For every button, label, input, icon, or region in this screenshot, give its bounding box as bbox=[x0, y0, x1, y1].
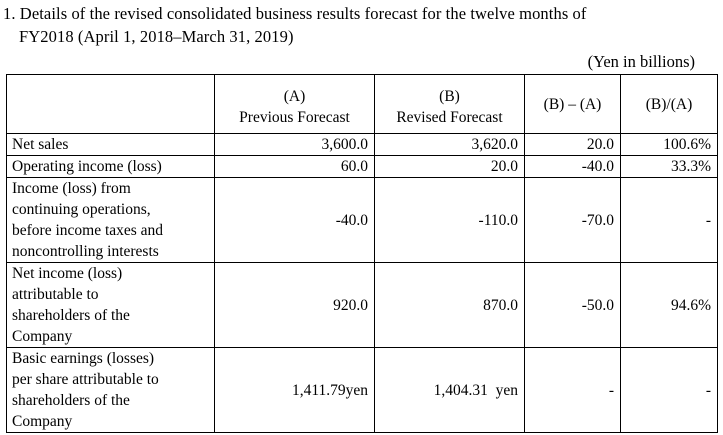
row-label-line: Basic earnings (losses) bbox=[12, 350, 155, 367]
header-blank-cell bbox=[6, 74, 215, 134]
row-label-line: per share attributable to bbox=[12, 371, 159, 388]
cell-previous-forecast: 920.0 bbox=[214, 262, 375, 348]
unit-note: (Yen in billions) bbox=[587, 52, 695, 71]
heading-line-2: FY2018 (April 1, 2018–March 31, 2019) bbox=[19, 27, 294, 46]
cell-previous-forecast: 60.0 bbox=[214, 155, 375, 178]
header-col-a-label: Previous Forecast bbox=[239, 109, 350, 126]
table-row-operating-income: Operating income (loss) 60.0 20.0 -40.0 … bbox=[6, 155, 718, 178]
table-row-income-before-taxes: Income (loss) from continuing operations… bbox=[6, 177, 718, 263]
cell-difference: -40.0 bbox=[524, 155, 621, 178]
row-label: Basic earnings (losses) per share attrib… bbox=[6, 347, 215, 433]
row-label-line: Net income (loss) bbox=[12, 265, 123, 282]
row-label-line: noncontrolling interests bbox=[12, 243, 159, 260]
header-previous-forecast: (A) Previous Forecast bbox=[214, 74, 375, 134]
cell-previous-forecast: 3,600.0 bbox=[214, 133, 375, 156]
cell-difference: 20.0 bbox=[524, 133, 621, 156]
row-label-line: Operating income (loss) bbox=[12, 158, 162, 175]
cell-difference: - bbox=[524, 347, 621, 433]
table-row-net-sales: Net sales 3,600.0 3,620.0 20.0 100.6% bbox=[6, 133, 718, 156]
cell-ratio: 94.6% bbox=[620, 262, 718, 348]
cell-revised-forecast: 3,620.0 bbox=[374, 133, 525, 156]
row-label-line: Net sales bbox=[12, 136, 69, 153]
row-label-line: shareholders of the bbox=[12, 307, 130, 324]
cell-difference: -50.0 bbox=[524, 262, 621, 348]
row-label: Income (loss) from continuing operations… bbox=[6, 177, 215, 263]
header-col-b-code: (B) bbox=[439, 88, 460, 105]
cell-revised-forecast: 870.0 bbox=[374, 262, 525, 348]
cell-revised-forecast: 20.0 bbox=[374, 155, 525, 178]
cell-ratio: - bbox=[620, 347, 718, 433]
header-ratio: (B)/(A) bbox=[620, 74, 718, 134]
cell-previous-forecast: 1,411.79yen bbox=[214, 347, 375, 433]
table-header-row: (A) Previous Forecast (B) Revised Foreca… bbox=[6, 74, 718, 134]
header-col-b-label: Revised Forecast bbox=[396, 109, 503, 126]
cell-revised-forecast: -110.0 bbox=[374, 177, 525, 263]
header-revised-forecast: (B) Revised Forecast bbox=[374, 74, 525, 134]
forecast-table: (A) Previous Forecast (B) Revised Foreca… bbox=[6, 74, 718, 433]
cell-ratio: - bbox=[620, 177, 718, 263]
row-label: Operating income (loss) bbox=[6, 155, 215, 178]
cell-previous-forecast: -40.0 bbox=[214, 177, 375, 263]
cell-difference: -70.0 bbox=[524, 177, 621, 263]
row-label: Net sales bbox=[6, 133, 215, 156]
heading-line-1: 1. Details of the revised consolidated b… bbox=[3, 4, 587, 23]
section-heading: 1. Details of the revised consolidated b… bbox=[3, 2, 719, 48]
row-label-line: attributable to bbox=[12, 286, 99, 303]
row-label-line: Income (loss) from bbox=[12, 180, 131, 197]
cell-ratio: 33.3% bbox=[620, 155, 718, 178]
cell-ratio: 100.6% bbox=[620, 133, 718, 156]
table-row-net-income: Net income (loss) attributable to shareh… bbox=[6, 262, 718, 348]
row-label-line: continuing operations, bbox=[12, 201, 151, 218]
header-difference: (B) – (A) bbox=[524, 74, 621, 134]
row-label-line: before income taxes and bbox=[12, 222, 164, 239]
cell-revised-forecast: 1,404.31 yen bbox=[374, 347, 525, 433]
row-label: Net income (loss) attributable to shareh… bbox=[6, 262, 215, 348]
header-col-a-code: (A) bbox=[283, 88, 306, 105]
row-label-line: shareholders of the bbox=[12, 392, 130, 409]
row-label-line: Company bbox=[12, 413, 73, 430]
table-row-basic-eps: Basic earnings (losses) per share attrib… bbox=[6, 347, 718, 433]
row-label-line: Company bbox=[12, 328, 73, 345]
